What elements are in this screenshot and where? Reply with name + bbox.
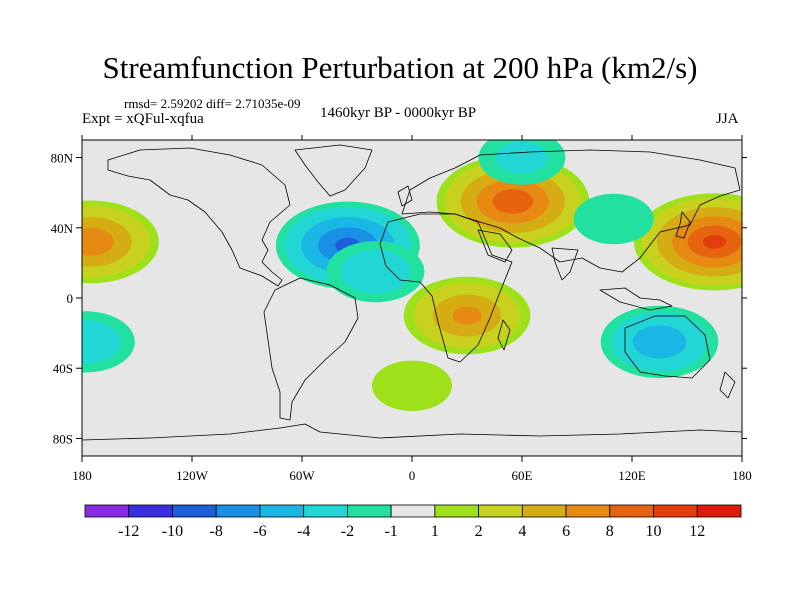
colorbar-swatch (346, 504, 392, 518)
x-tick-label: 60W (289, 468, 315, 483)
colorbar-swatch (609, 504, 654, 518)
contour-band (340, 249, 411, 294)
colorbar-label: 1 (431, 523, 439, 540)
colorbar-label: -1 (384, 523, 397, 540)
colorbar-swatch (215, 504, 261, 518)
x-tick-label: 180 (732, 468, 752, 483)
colorbar-swatch (172, 504, 217, 518)
contour-feature (436, 155, 590, 248)
colorbar-swatch (84, 504, 130, 518)
coastline-madagascar (497, 319, 511, 351)
colorbar-swatch (521, 504, 567, 518)
contour-band (82, 228, 114, 256)
x-tick-label: 0 (409, 468, 416, 483)
colorbar-label: -4 (297, 523, 310, 540)
colorbar-label: 4 (518, 523, 526, 540)
chart-title: Streamfunction Perturbation at 200 hPa (… (102, 50, 698, 85)
season-label: JJA (716, 111, 739, 127)
colorbar-label: 6 (562, 523, 570, 540)
contour-band (496, 141, 548, 174)
colorbar-label: 2 (475, 523, 483, 540)
y-tick-label: 40N (51, 221, 74, 236)
colorbar-label: -10 (162, 523, 183, 540)
colorbar-swatch (434, 504, 479, 518)
y-tick-label: 80N (51, 151, 74, 166)
contour-feature (403, 276, 531, 355)
coastline-japan (675, 211, 691, 239)
y-tick-label: 0 (67, 291, 74, 306)
coastline-north-america (107, 147, 291, 287)
experiment-label: Expt = xQFul-xqfua (82, 111, 204, 127)
contour-feature (82, 311, 135, 373)
colorbar: -12 -10 -8 -6 -4 -2 -1 1 2 4 6 8 10 12 (84, 504, 742, 540)
contour-feature (326, 241, 425, 303)
coastline-antarctica (82, 423, 742, 441)
coastline-africa (379, 213, 513, 363)
colorbar-label: -12 (118, 523, 139, 540)
x-tick-label: 120E (618, 468, 646, 483)
contour-band (452, 306, 482, 325)
colorbar-swatch (303, 504, 348, 518)
x-tick-label: 60E (512, 468, 533, 483)
contour-band (82, 320, 121, 364)
coastline-australia (624, 315, 711, 379)
contour-feature (573, 193, 654, 245)
colorbar-swatch (565, 504, 611, 518)
contour-band (632, 325, 687, 359)
x-tick-label: 180 (72, 468, 92, 483)
coastline-britain (397, 185, 413, 207)
coastline-india (551, 247, 579, 281)
colorbar-label: -8 (210, 523, 223, 540)
contour-feature (600, 305, 719, 379)
colorbar-label: 8 (606, 523, 614, 540)
contour-band (703, 234, 726, 249)
colorbar-label: 10 (646, 523, 662, 540)
colorbar-swatch (653, 504, 698, 518)
contour-band (573, 193, 654, 245)
x-tick-label: 120W (176, 468, 209, 483)
contour-feature (634, 193, 742, 291)
coastline-indonesia (599, 287, 673, 311)
colorbar-swatch (259, 504, 305, 518)
coastline-eurasia (401, 149, 741, 273)
colorbar-swatch (128, 504, 173, 518)
contour-band (372, 360, 452, 411)
coastline-new-zealand (719, 371, 736, 399)
contour-feature (478, 140, 566, 185)
axes: 180 120W 60W 0 60E 120E 180 80N 40N 0 40S 80S (51, 135, 752, 483)
period-label: 1460kyr BP - 0000kyr BP (320, 105, 477, 121)
colorbar-label: 12 (689, 523, 705, 540)
coastlines (82, 144, 742, 441)
stats-label: rmsd= 2.59202 diff= 2.71035e-09 (124, 96, 301, 111)
colorbar-swatch (696, 504, 742, 518)
colorbar-label: -2 (341, 523, 354, 540)
coastline-arabia (477, 229, 513, 263)
contour-feature (372, 360, 452, 411)
colorbar-swatch (390, 504, 436, 518)
y-tick-label: 40S (53, 361, 73, 376)
contour-feature (82, 200, 159, 284)
coastline-south-america (263, 277, 359, 421)
colorbar-swatch (478, 504, 523, 518)
y-tick-label: 80S (53, 431, 73, 446)
contour-band (492, 189, 533, 214)
colorbar-label: -6 (253, 523, 266, 540)
coastline-greenland (294, 144, 373, 197)
